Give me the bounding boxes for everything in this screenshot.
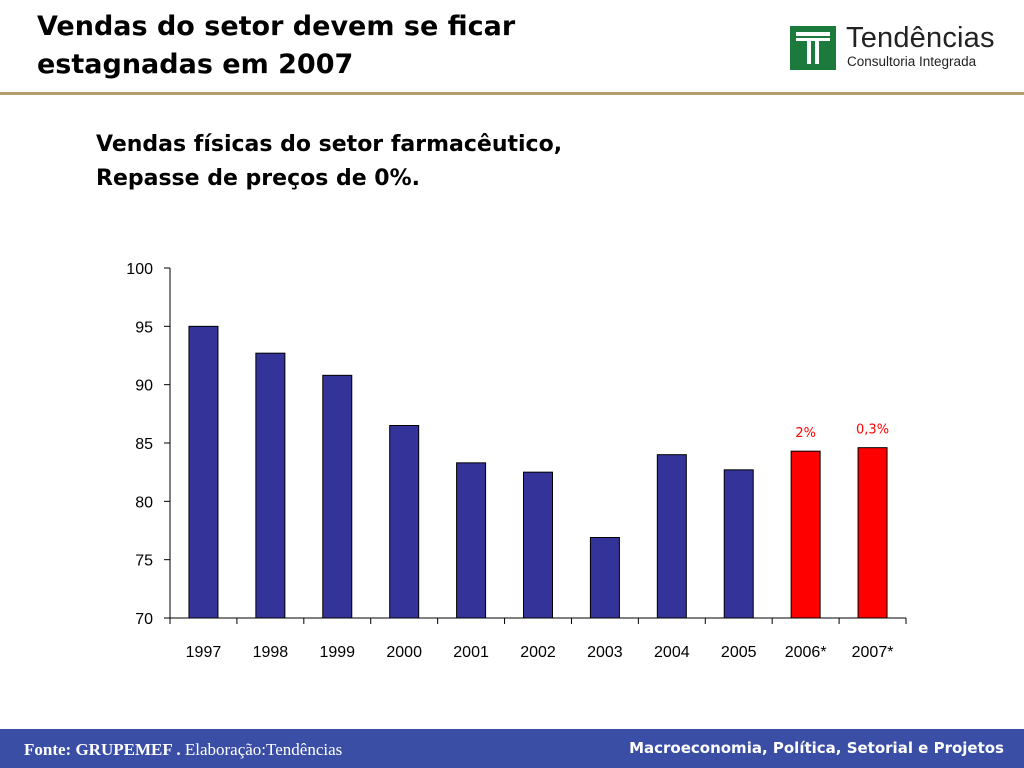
logo-name: Tendências (846, 22, 995, 54)
bar-2003 (589, 537, 620, 619)
logo-t-icon (790, 26, 836, 70)
bar-1998 (255, 352, 286, 619)
x-tick-label: 2007* (852, 644, 894, 661)
y-tick-label: 80 (135, 494, 153, 511)
chart-title-line2: Repasse de preços de 0%. (96, 166, 421, 191)
logo-tagline: Consultoria Integrada (847, 54, 977, 69)
y-tick-label: 70 (135, 611, 153, 628)
slide-title-line2: estagnadas em 2007 (37, 49, 354, 80)
bar-2005 (723, 469, 754, 619)
footer-source: Fonte: GRUPEMEF . Elaboração:Tendências (24, 740, 342, 760)
footer-bar: Fonte: GRUPEMEF . Elaboração:Tendências … (0, 729, 1024, 768)
footer-tagline: Macroeconomia, Política, Setorial e Proj… (629, 739, 1004, 757)
bar-annotation: 0,3% (856, 423, 889, 438)
bar-chart: 70 75 80 85 90 95 100 1997 1998 1999 2000 2001 2002… (126, 261, 907, 661)
x-tick-label: 1998 (253, 644, 289, 661)
chart-title: Vendas físicas do setor farmacêutico, Re… (96, 128, 716, 196)
bars (188, 325, 888, 619)
bar-2007-proj (857, 447, 888, 619)
y-tick-label: 100 (126, 261, 153, 278)
y-tick-label: 75 (135, 553, 153, 570)
slide-title: Vendas do setor devem se ficar estagnada… (37, 8, 677, 84)
x-tick-label: 2002 (520, 644, 556, 661)
bar-1997 (188, 325, 219, 619)
x-tick-label: 2003 (587, 644, 623, 661)
bar-1999 (322, 374, 353, 619)
y-tick-label: 85 (135, 436, 153, 453)
x-tick-label: 2000 (386, 644, 422, 661)
x-tick-label: 2005 (721, 644, 757, 661)
y-tick-label: 90 (135, 378, 153, 395)
bar-2001 (456, 462, 487, 619)
bar-2004 (656, 454, 687, 619)
bar-2000 (389, 425, 420, 619)
footer-source-credit: Elaboração:Tendências (180, 740, 343, 759)
x-tick-label: 2004 (654, 644, 690, 661)
header-divider (0, 92, 1024, 95)
footer-source-label: Fonte: GRUPEMEF . (24, 740, 181, 759)
x-tick-label: 1997 (186, 644, 222, 661)
y-axis: 70 75 80 85 90 95 100 (126, 261, 171, 628)
bar-annotations: 2% 0,3% (795, 423, 889, 442)
bar-2006-proj (790, 450, 821, 619)
x-tick-label: 2006* (785, 644, 827, 661)
bar-2002 (523, 471, 553, 619)
x-axis: 1997 1998 1999 2000 2001 2002 2003 2004 2005 2006… (169, 617, 907, 661)
chart-title-line1: Vendas físicas do setor farmacêutico, (96, 132, 563, 157)
slide-title-line1: Vendas do setor devem se ficar (37, 11, 516, 42)
x-tick-label: 2001 (453, 644, 489, 661)
x-tick-label: 1999 (319, 644, 355, 661)
tendencias-logo: Tendências Consultoria Integrada (790, 22, 1000, 72)
y-tick-label: 95 (135, 319, 153, 336)
bar-annotation: 2% (795, 426, 816, 441)
